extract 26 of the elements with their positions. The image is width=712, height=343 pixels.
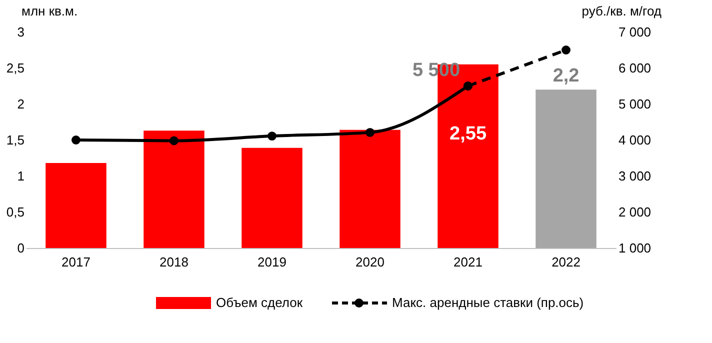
y-tick-label: 1 — [17, 168, 24, 184]
y-tick-label: 0,5 — [6, 204, 24, 220]
data-label: 2,2 — [552, 66, 580, 87]
legend-label: Объем сделок — [216, 295, 303, 310]
x-tick-label: 2021 — [454, 254, 482, 270]
y2-tick-label: 6 000 — [618, 60, 652, 76]
y-tick-label: 2,5 — [6, 60, 24, 76]
y2-tick-label: 2 000 — [618, 204, 652, 220]
x-tick-label: 2018 — [160, 254, 188, 270]
x-tick-label: 2017 — [62, 254, 90, 270]
y-tick-label: 2 — [17, 96, 24, 112]
y2-tick-label: 7 000 — [618, 24, 652, 40]
data-label: 2,55 — [450, 123, 487, 144]
x-tick-label: 2022 — [552, 254, 580, 270]
y2-tick-label: 3 000 — [618, 168, 652, 184]
x-tick-label: 2019 — [258, 254, 286, 270]
y-tick-label: 1,5 — [6, 132, 24, 148]
y-axis-title: млн кв.м. — [22, 4, 78, 18]
y-tick-label: 3 — [17, 24, 24, 40]
y2-tick-label: 4 000 — [618, 132, 652, 148]
x-tick-label: 2020 — [356, 254, 384, 270]
legend-label: Макс. арендные ставки (пр.ось) — [392, 295, 584, 310]
y2-axis-title: руб./кв. м/год — [582, 4, 662, 18]
y-tick-label: 0 — [17, 240, 24, 256]
y2-tick-label: 5 000 — [618, 96, 652, 112]
y2-tick-label: 1 000 — [618, 240, 652, 256]
